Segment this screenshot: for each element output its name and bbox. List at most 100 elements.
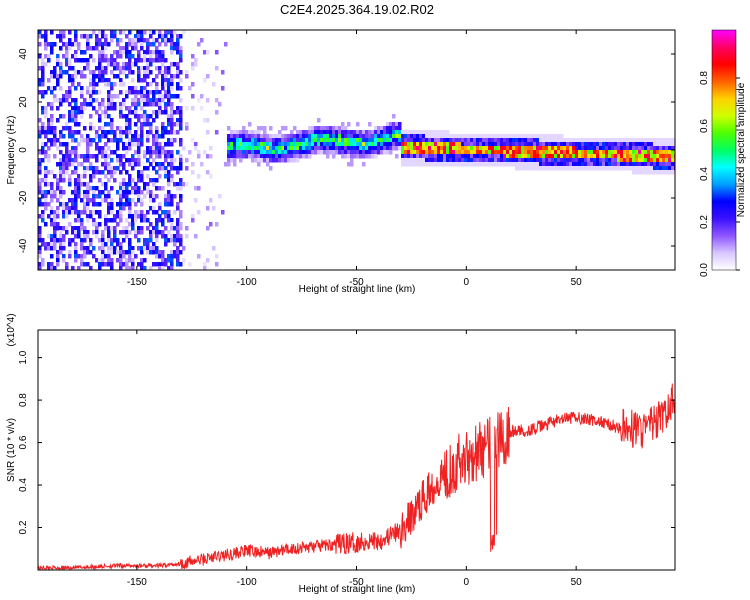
spectrogram-cell [413, 154, 417, 159]
spectrogram-cell [155, 74, 159, 79]
spectrogram-cell [152, 134, 156, 139]
spectrogram-cell [98, 106, 102, 111]
spectrogram-cell [356, 142, 360, 147]
spectrogram-cell [182, 182, 186, 187]
spectrogram-cell [326, 130, 330, 135]
spectrogram-cell [119, 50, 123, 55]
spectrogram-cell [170, 130, 174, 135]
spectrogram-cell [41, 214, 45, 219]
spectrogram-cell [128, 110, 132, 115]
spectrogram-cell [56, 250, 60, 255]
spectrogram-cell [530, 138, 534, 143]
spectrogram-cell [245, 150, 249, 155]
spectrogram-cell [122, 182, 126, 187]
spectrogram-cell [605, 162, 609, 167]
spectrogram-cell [290, 134, 294, 139]
spectrogram-cell [470, 150, 474, 155]
spectrogram-cell [146, 50, 150, 55]
spectrogram-cell [110, 262, 114, 267]
spectrogram-cell [563, 150, 567, 155]
spectrogram-cell [467, 162, 471, 167]
spectrogram-cell [191, 106, 195, 111]
spectrogram-cell [365, 146, 369, 151]
spectrogram-cell [287, 154, 291, 159]
spectrogram-cell [395, 126, 399, 131]
spectrogram-cell [629, 162, 633, 167]
spectrogram-cell [599, 158, 603, 163]
spectrogram-cell [50, 194, 54, 199]
snr-x-axis-label: Height of straight line (km) [299, 584, 416, 595]
spectrogram-cell [614, 154, 618, 159]
spectrogram-cell [104, 42, 108, 47]
spectrogram-cell [374, 146, 378, 151]
spectrogram-cell [59, 162, 63, 167]
spectrogram-cell [539, 138, 543, 143]
spectrogram-cell [632, 150, 636, 155]
spectrogram-cell [260, 126, 264, 131]
spectrogram-cell [176, 46, 180, 51]
spectrogram-cell [47, 246, 51, 251]
spectrogram-cell [164, 258, 168, 263]
spectrogram-cell [464, 150, 468, 155]
spectrogram-cell [341, 154, 345, 159]
spectrogram-cell [44, 106, 48, 111]
spectrogram-cell [125, 106, 129, 111]
spectrogram-cell [140, 218, 144, 223]
spectrogram-cell [581, 154, 585, 159]
spectrogram-cell [317, 126, 321, 131]
spectrogram-cell [317, 134, 321, 139]
spectrogram-cell [53, 130, 57, 135]
spectrogram-cell [104, 226, 108, 231]
spectrogram-cell [95, 158, 99, 163]
spectrogram-cell [41, 74, 45, 79]
spectrogram-cell [215, 130, 219, 135]
spectrogram-cell [62, 134, 66, 139]
spectrogram-cell [152, 194, 156, 199]
spectrogram-cell [44, 150, 48, 155]
spectrogram-cell [641, 158, 645, 163]
spectrogram-cell [125, 158, 129, 163]
spectrogram-cell [281, 158, 285, 163]
spectrogram-cell [68, 110, 72, 115]
spectrogram-cell [617, 162, 621, 167]
spectrogram-cell [344, 142, 348, 147]
spectrogram-cell [545, 146, 549, 151]
spectrogram-cell [56, 74, 60, 79]
spectrogram-cell [173, 138, 177, 143]
spectrogram-cell [125, 34, 129, 39]
spectrogram-cell [50, 138, 54, 143]
spectrogram-cell [455, 154, 459, 159]
spectrogram-cell [215, 66, 219, 71]
spectrogram-cell [65, 54, 69, 59]
spectrogram-cell [206, 130, 210, 135]
spectrogram-cell [68, 38, 72, 43]
spectrogram-cell [287, 138, 291, 143]
spectrogram-cell [620, 142, 624, 147]
spectrogram-cell [380, 130, 384, 135]
spectrogram-cell [362, 130, 366, 135]
spectrogram-cell [38, 214, 42, 219]
spectrogram-cell [287, 146, 291, 151]
spectrogram-cell [440, 146, 444, 151]
spectrogram-cell [653, 158, 657, 163]
spectrogram-cell [41, 34, 45, 39]
spectrogram-cell [83, 98, 87, 103]
spectrogram-cell [152, 182, 156, 187]
spectrogram-cell [119, 214, 123, 219]
spectrogram-cell [482, 134, 486, 139]
spectrogram-cell [248, 130, 252, 135]
spectrogram-cell [224, 42, 228, 47]
spectrogram-cell [515, 158, 519, 163]
spectrogram-cell [479, 142, 483, 147]
spectrogram-cell [65, 98, 69, 103]
spectrogram-cell [260, 134, 264, 139]
spectrogram-cell [200, 162, 204, 167]
spectrogram-cell [170, 126, 174, 131]
spectrogram-cell [38, 254, 42, 259]
spectrogram-cell [530, 146, 534, 151]
spectrogram-cell [479, 162, 483, 167]
spectrogram-cell [242, 138, 246, 143]
spectrogram-cell [383, 146, 387, 151]
spectrogram-cell [212, 246, 216, 251]
